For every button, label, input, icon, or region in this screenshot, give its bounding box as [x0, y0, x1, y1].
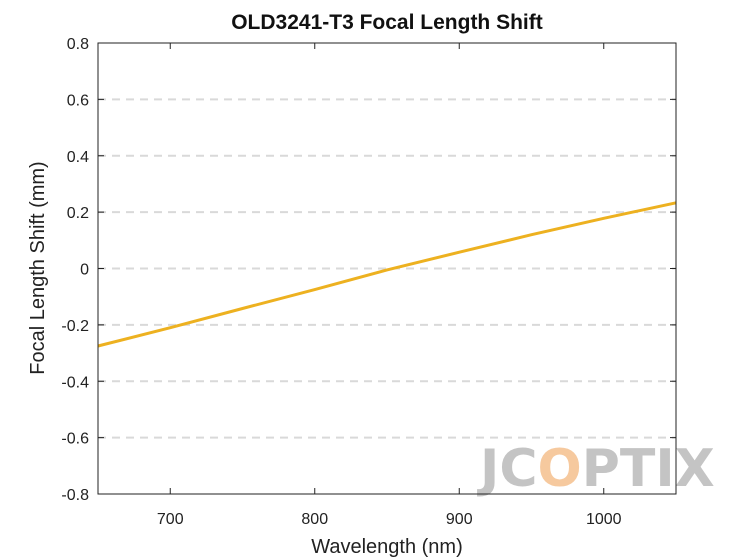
jcoptix-watermark: JCOPTIX [477, 439, 715, 499]
x-tick-label: 900 [446, 511, 473, 528]
series-group [97, 201, 677, 348]
series-line [97, 201, 677, 348]
y-tick-label: 0.8 [67, 36, 89, 53]
x-tick-label: 800 [301, 511, 328, 528]
watermark-suffix: PTIX [582, 439, 715, 499]
x-tick-label: 1000 [586, 511, 622, 528]
chart-title: OLD3241-T3 Focal Length Shift [231, 11, 543, 34]
grid-lines [98, 98, 676, 439]
y-tick-label: -0.8 [61, 487, 89, 504]
y-tick-label: -0.2 [61, 318, 89, 335]
x-tick-label: 700 [157, 511, 184, 528]
y-tick-label: -0.4 [61, 374, 89, 391]
y-tick-label: 0 [80, 262, 89, 279]
x-axis-label: Wavelength (nm) [311, 536, 463, 558]
watermark-accent: O [538, 439, 582, 499]
axis-ticks: -0.8 -0.6 -0.4 -0.2 0 0.2 0.4 0.6 0.8 700 800 900 10… [61, 36, 676, 528]
y-tick-label: 0.2 [67, 205, 89, 222]
y-tick-label: 0.6 [67, 92, 89, 109]
y-tick-label: 0.4 [67, 149, 89, 166]
y-tick-label: -0.6 [61, 431, 89, 448]
watermark-prefix: JC [477, 439, 538, 499]
y-axis-label: Focal Length Shift (mm) [27, 161, 49, 374]
